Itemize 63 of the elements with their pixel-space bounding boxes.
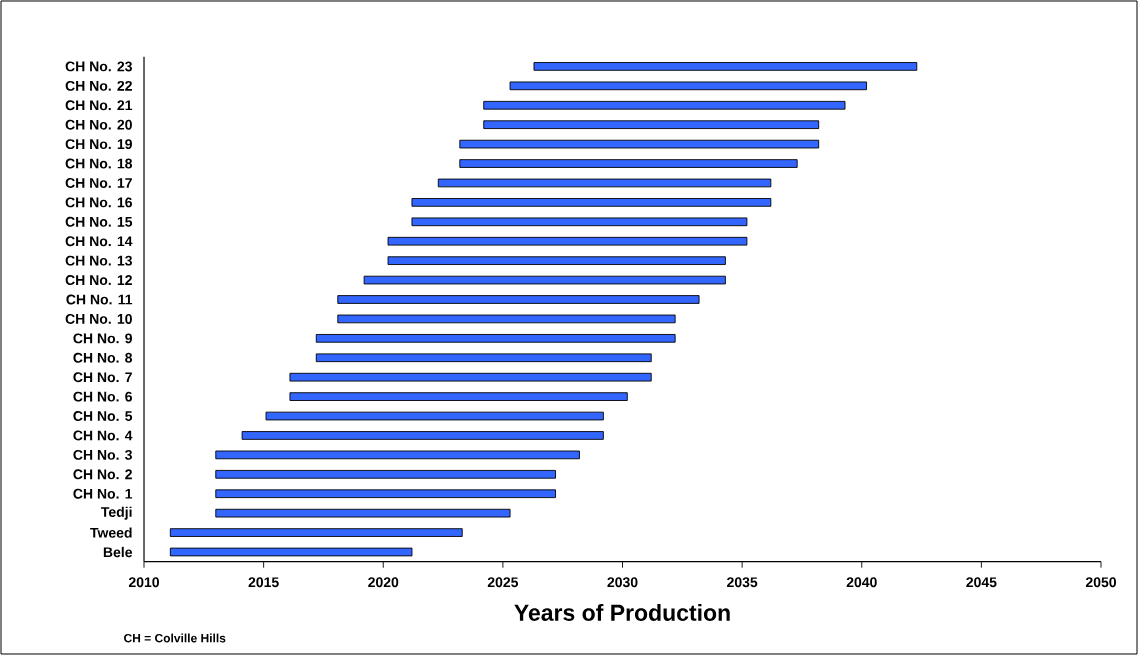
bar xyxy=(169,528,463,537)
bar xyxy=(337,295,700,304)
bar xyxy=(241,431,604,440)
y-tick-label: CH No. 22 xyxy=(65,80,132,91)
bar xyxy=(289,372,652,382)
y-tick-label: CH No. 3 xyxy=(73,449,132,460)
x-tick-label: 2040 xyxy=(846,577,877,588)
bar xyxy=(337,314,676,324)
y-tick-label: CH No. 18 xyxy=(65,158,133,169)
y-tick-label: CH No. 7 xyxy=(73,372,132,383)
bar xyxy=(533,62,918,71)
bar xyxy=(215,450,580,460)
x-tick-label: 2015 xyxy=(248,577,279,588)
text: CH = Colville Hills xyxy=(124,633,226,643)
x-tick-label: 2050 xyxy=(1085,577,1117,588)
bar xyxy=(411,198,772,207)
bar xyxy=(387,236,748,246)
bar xyxy=(437,178,772,188)
bar xyxy=(483,120,820,130)
y-tick-label: CH No. 16 xyxy=(65,197,132,208)
bar xyxy=(363,275,726,285)
bar xyxy=(483,100,846,110)
y-tick-label: CH No. 19 xyxy=(65,139,132,150)
x-tick-label: 2010 xyxy=(128,577,160,588)
bar xyxy=(169,547,413,557)
y-tick-label: CH No. 5 xyxy=(73,411,133,421)
y-tick-label: CH No. 11 xyxy=(66,294,133,305)
y-tick-label: CH No. 2 xyxy=(73,469,132,480)
x-tick-label: 2045 xyxy=(966,577,997,588)
y-tick-label: CH No. 4 xyxy=(73,430,133,441)
bar xyxy=(289,392,628,401)
bar xyxy=(215,489,556,499)
y-tick-label: Tedji xyxy=(101,506,132,520)
x-tick-label: 2030 xyxy=(607,577,638,588)
y-tick-label: CH No. 12 xyxy=(65,275,132,286)
y-tick-label: CH No. 1 xyxy=(73,488,133,499)
bar xyxy=(459,159,798,168)
bar xyxy=(215,469,556,479)
y-tick-label: CH No. 6 xyxy=(73,391,132,402)
bar xyxy=(265,411,604,421)
y-tick-label: CH No. 17 xyxy=(65,178,132,188)
bar xyxy=(315,334,676,343)
bar xyxy=(215,508,511,518)
bar xyxy=(315,353,652,363)
y-tick-label: CH No. 9 xyxy=(73,333,132,344)
x-tick-label: 2035 xyxy=(727,577,758,588)
y-tick-label: CH No. 21 xyxy=(65,100,133,111)
bar xyxy=(411,217,748,227)
y-tick-label: Bele xyxy=(103,546,133,558)
y-tick-label: CH No. 13 xyxy=(65,255,132,266)
y-tick-label: CH No. 10 xyxy=(65,313,132,324)
y-tick-label: CH No. 8 xyxy=(73,352,133,363)
y-tick-label: CH No. 14 xyxy=(65,236,133,247)
y-tick-label: CH No. 20 xyxy=(65,119,132,130)
y-tick-label: CH No. 23 xyxy=(65,61,132,72)
x-tick-label: 2025 xyxy=(487,577,519,588)
bar xyxy=(509,81,867,91)
x-tick-label: 2020 xyxy=(368,577,399,588)
y-tick-label: CH No. 15 xyxy=(65,216,133,227)
y-tick-label: Tweed xyxy=(90,527,132,538)
x-axis-title: Years of Production xyxy=(514,604,730,621)
bar xyxy=(459,139,820,149)
bar xyxy=(387,256,726,265)
